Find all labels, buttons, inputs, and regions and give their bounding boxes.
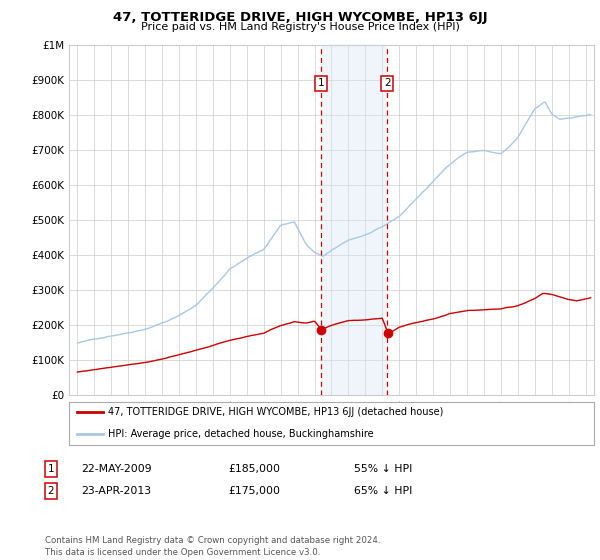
Text: 47, TOTTERIDGE DRIVE, HIGH WYCOMBE, HP13 6JJ (detached house): 47, TOTTERIDGE DRIVE, HIGH WYCOMBE, HP13…	[109, 408, 444, 417]
Text: 22-MAY-2009: 22-MAY-2009	[81, 464, 152, 474]
Text: Price paid vs. HM Land Registry's House Price Index (HPI): Price paid vs. HM Land Registry's House …	[140, 22, 460, 32]
Text: 1: 1	[317, 78, 325, 88]
Text: £175,000: £175,000	[228, 486, 280, 496]
Bar	[321, 45, 388, 395]
Text: 1: 1	[47, 464, 55, 474]
Text: 55% ↓ HPI: 55% ↓ HPI	[354, 464, 412, 474]
Text: 2: 2	[47, 486, 55, 496]
Text: £185,000: £185,000	[228, 464, 280, 474]
Text: 47, TOTTERIDGE DRIVE, HIGH WYCOMBE, HP13 6JJ: 47, TOTTERIDGE DRIVE, HIGH WYCOMBE, HP13…	[113, 11, 487, 24]
Text: Contains HM Land Registry data © Crown copyright and database right 2024.
This d: Contains HM Land Registry data © Crown c…	[45, 536, 380, 557]
Text: 23-APR-2013: 23-APR-2013	[81, 486, 151, 496]
Text: 65% ↓ HPI: 65% ↓ HPI	[354, 486, 412, 496]
Text: HPI: Average price, detached house, Buckinghamshire: HPI: Average price, detached house, Buck…	[109, 430, 374, 439]
Text: 2: 2	[384, 78, 391, 88]
